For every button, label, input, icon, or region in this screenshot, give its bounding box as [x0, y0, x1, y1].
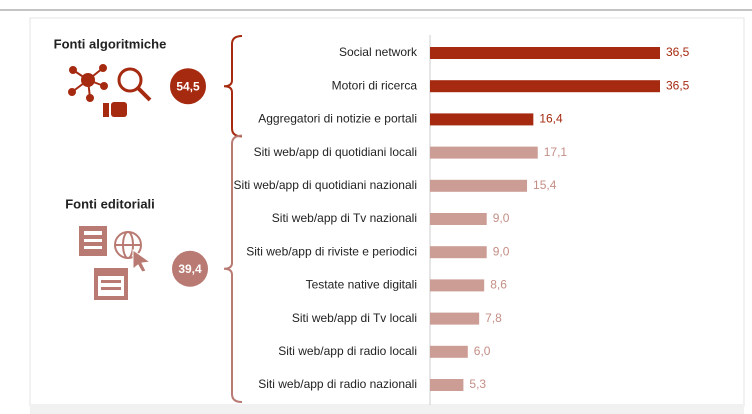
- bar: [430, 179, 528, 192]
- group-bracket: [223, 134, 243, 403]
- group-title: Fonti algoritmiche: [54, 36, 167, 51]
- category-label: Siti web/app di quotidiani nazionali: [234, 178, 417, 192]
- group-total: [172, 250, 208, 287]
- bar: [430, 345, 468, 358]
- value-label: 6,0: [474, 344, 491, 358]
- category-label: Siti web/app di Tv locali: [292, 311, 417, 325]
- bar: [430, 279, 485, 292]
- bar: [430, 312, 480, 325]
- value-label: 36,5: [666, 78, 690, 92]
- group-total: [170, 68, 206, 105]
- category-label: Siti web/app di radio locali: [278, 344, 417, 358]
- value-label: 16,4: [539, 112, 563, 126]
- value-label: 36,5: [666, 45, 690, 59]
- editorial-icon: [79, 226, 152, 300]
- bar: [430, 80, 660, 93]
- network-icon: [68, 64, 152, 117]
- category-label: Social network: [339, 45, 418, 59]
- value-label: 8,6: [490, 278, 507, 292]
- value-label: 5,3: [469, 377, 486, 391]
- group-title: Fonti editoriali: [65, 196, 155, 211]
- bar: [430, 113, 534, 126]
- value-label: 9,0: [493, 244, 510, 258]
- bottom-strip: [30, 404, 744, 414]
- category-label: Siti web/app di Tv nazionali: [272, 211, 417, 225]
- value-label: 9,0: [493, 211, 510, 225]
- bar: [430, 213, 487, 225]
- category-label: Aggregatori di notizie e portali: [258, 112, 417, 126]
- bar: [430, 246, 487, 259]
- bar: [430, 47, 660, 59]
- category-label: Testate native digitali: [306, 278, 417, 292]
- value-label: 7,8: [485, 311, 502, 325]
- bar: [430, 379, 464, 391]
- group-bracket: [223, 35, 243, 138]
- group-total-label: 54,5: [176, 79, 200, 93]
- category-label: Siti web/app di radio nazionali: [258, 377, 417, 391]
- value-label: 15,4: [533, 178, 557, 192]
- bar: [430, 146, 538, 159]
- value-label: 17,1: [544, 145, 568, 159]
- category-label: Motori di ricerca: [332, 78, 418, 92]
- category-label: Siti web/app di quotidiani locali: [254, 145, 417, 159]
- group-total-label: 39,4: [178, 262, 202, 276]
- category-label: Siti web/app di riviste e periodici: [246, 244, 417, 258]
